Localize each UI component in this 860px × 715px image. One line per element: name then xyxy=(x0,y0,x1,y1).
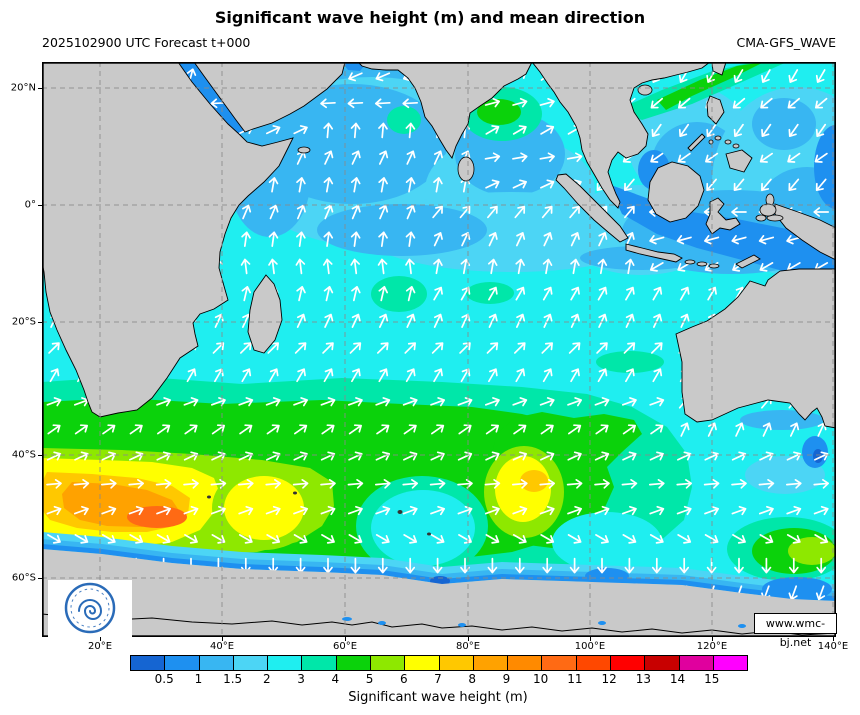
colorbar-tick-label: 1.5 xyxy=(223,672,243,686)
lon-tick-label: 100°E xyxy=(574,641,606,652)
colorbar-cell xyxy=(644,656,679,670)
map-plot-area xyxy=(41,61,860,638)
colorbar-cell xyxy=(131,656,165,670)
colorbar-cell xyxy=(267,656,302,670)
lat-tick-label: 20°N xyxy=(10,82,36,94)
lon-tick xyxy=(833,637,834,641)
cma-logo-icon xyxy=(64,582,116,634)
lon-tick xyxy=(345,637,346,641)
lon-tick-label: 140°E xyxy=(817,641,849,652)
colorbar-cell xyxy=(164,656,199,670)
lat-tick-label: 0° xyxy=(24,199,36,211)
colorbar-tick-label: 4 xyxy=(331,672,340,686)
colorbar-cell xyxy=(472,656,508,670)
lon-tick-label: 60°E xyxy=(332,641,358,652)
colorbar-tick-label: 14 xyxy=(669,672,686,686)
colorbar-title: Significant wave height (m) xyxy=(348,690,528,705)
lon-tick xyxy=(468,637,469,641)
lat-tick xyxy=(38,322,42,323)
colorbar-tick-label: 8 xyxy=(468,672,477,686)
colorbar-cell xyxy=(541,656,576,670)
lon-tick xyxy=(712,637,713,641)
colorbar-cell xyxy=(232,656,268,670)
lat-tick xyxy=(38,205,42,206)
colorbar-tick-labels: 0.5 1 1.5 2 3 4 5 6 7 8 9 10 11 12 13 14 15 xyxy=(130,672,746,687)
colorbar-cell xyxy=(575,656,610,670)
lat-tick-label: 20°S xyxy=(11,316,36,328)
colorbar-tick-label: 11 xyxy=(567,672,583,686)
colorbar xyxy=(130,655,748,671)
colorbar-cell xyxy=(404,656,439,670)
lon-tick-label: 20°E xyxy=(87,641,113,652)
colorbar-tick-label: 12 xyxy=(601,672,617,686)
lon-tick-label: 120°E xyxy=(696,641,728,652)
model-name-label: CMA-GFS_WAVE xyxy=(736,35,836,50)
lon-tick xyxy=(222,637,223,641)
colorbar-tick-label: 6 xyxy=(399,672,408,686)
lat-tick-label: 60°S xyxy=(11,572,36,584)
colorbar-tick-label: 5 xyxy=(365,672,374,686)
lat-tick xyxy=(38,578,42,579)
lat-tick xyxy=(38,88,42,89)
colorbar-tick-label: 2 xyxy=(263,672,271,686)
lon-tick xyxy=(590,637,591,641)
colorbar-cell xyxy=(507,656,542,670)
colorbar-tick-label: 13 xyxy=(635,672,651,686)
colorbar-cell xyxy=(335,656,370,670)
page-title: Significant wave height (m) and mean dir… xyxy=(214,8,646,27)
colorbar-cell xyxy=(198,656,233,670)
colorbar-tick-label: 7 xyxy=(434,672,442,686)
colorbar-cell xyxy=(438,656,473,670)
colorbar-cell xyxy=(678,656,713,670)
colorbar-cell xyxy=(369,656,405,670)
colorbar-tick-label: 10 xyxy=(533,672,549,686)
colorbar-tick-label: 15 xyxy=(704,672,720,686)
lon-tick-label: 80°E xyxy=(455,641,481,652)
cma-logo xyxy=(48,580,132,637)
watermark: www.wmc-bj.net xyxy=(754,613,837,649)
colorbar-cell xyxy=(609,656,645,670)
lat-tick xyxy=(38,455,42,456)
lon-tick xyxy=(100,637,101,641)
lon-tick-label: 40°E xyxy=(209,641,235,652)
colorbar-tick-label: 0.5 xyxy=(154,672,174,686)
forecast-time-label: 2025102900 UTC Forecast t+000 xyxy=(42,35,251,50)
colorbar-tick-label: 1 xyxy=(194,672,203,686)
colorbar-tick-label: 3 xyxy=(297,672,305,686)
colorbar-cell xyxy=(301,656,336,670)
wave-height-map xyxy=(41,61,860,638)
lat-tick-label: 40°S xyxy=(11,449,36,461)
colorbar-tick-label: 9 xyxy=(502,672,511,686)
colorbar-cell xyxy=(712,656,748,670)
